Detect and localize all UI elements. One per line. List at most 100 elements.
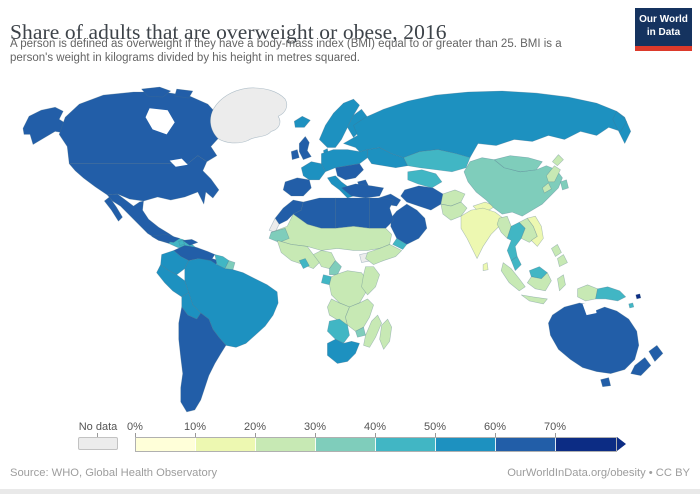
- source-text: Source: WHO, Global Health Observatory: [10, 467, 218, 479]
- country-russia[interactable]: [343, 90, 632, 158]
- legend-tick-label: 60%: [483, 421, 507, 433]
- country-united-kingdom[interactable]: [298, 136, 312, 160]
- country-egypt[interactable]: [369, 197, 394, 229]
- legend-tick: [435, 433, 436, 437]
- country-solomon-islands[interactable]: [628, 302, 635, 309]
- country-malaysia-peninsula[interactable]: [510, 256, 522, 271]
- subtitle-line1: A person is defined as overweight if the…: [10, 38, 562, 50]
- legend-tick: [495, 433, 496, 437]
- country-new-zealand[interactable]: [630, 345, 664, 376]
- legend-tick-label: 50%: [423, 421, 447, 433]
- country-south-africa[interactable]: [327, 338, 360, 364]
- country-madagascar[interactable]: [379, 318, 392, 350]
- hudson-bay: [145, 108, 175, 135]
- country-tasmania[interactable]: [600, 377, 611, 388]
- legend-segment-50-60[interactable]: [436, 438, 496, 451]
- country-haiti[interactable]: [178, 240, 186, 246]
- country-zambia[interactable]: [345, 298, 374, 332]
- country-yemen[interactable]: [392, 238, 408, 250]
- country-namibia-botswana[interactable]: [327, 318, 350, 344]
- country-greenland[interactable]: [210, 87, 288, 144]
- owid-logo-text: Our World in Data: [639, 14, 688, 38]
- caspian-sea: [397, 169, 408, 190]
- country-pakistan[interactable]: [440, 201, 468, 221]
- footer: Source: WHO, Global Health Observatory O…: [10, 467, 690, 479]
- legend-segment-60-70[interactable]: [496, 438, 556, 451]
- no-data-swatch[interactable]: [78, 437, 118, 450]
- country-libya-tunisia[interactable]: [335, 197, 370, 229]
- country-korea[interactable]: [560, 179, 569, 191]
- country-ghana[interactable]: [298, 258, 310, 269]
- country-fiji[interactable]: [635, 293, 642, 300]
- country-kazakhstan[interactable]: [403, 149, 471, 173]
- country-kalimantan[interactable]: [526, 272, 552, 292]
- country-cuba[interactable]: [151, 234, 181, 243]
- country-ireland[interactable]: [290, 149, 300, 160]
- legend-segment-70-plus[interactable]: [556, 438, 616, 451]
- country-mexico[interactable]: [107, 193, 175, 244]
- country-baja-california[interactable]: [104, 196, 123, 222]
- country-kenya-tanzania[interactable]: [361, 266, 380, 296]
- country-united-states[interactable]: [68, 155, 220, 205]
- country-vietnam[interactable]: [526, 215, 544, 247]
- country-mozambique[interactable]: [363, 314, 382, 348]
- country-germany-poland[interactable]: [321, 149, 368, 173]
- page-title: Share of adults that are overweight or o…: [10, 20, 447, 45]
- country-argentina-chile[interactable]: [178, 306, 227, 413]
- gulf-of-carpentaria: [582, 303, 597, 316]
- country-dominican-republic[interactable]: [182, 239, 199, 246]
- owid-logo[interactable]: Our World in Data: [635, 8, 692, 51]
- legend-segment-10-20[interactable]: [196, 438, 256, 451]
- country-japan[interactable]: [542, 154, 564, 194]
- no-data-label: No data: [78, 421, 118, 433]
- great-lakes: [169, 158, 188, 167]
- country-papua-new-guinea[interactable]: [595, 286, 627, 302]
- legend-tick: [135, 433, 136, 437]
- country-canada-arctic-islands[interactable]: [141, 86, 194, 99]
- legend-tick-label: 0%: [127, 421, 143, 433]
- legend-tick-label: 40%: [363, 421, 387, 433]
- country-mongolia[interactable]: [493, 155, 543, 173]
- chart-subtitle: A person is defined as overweight if the…: [10, 37, 610, 65]
- country-turkey[interactable]: [341, 183, 384, 199]
- country-sulawesi[interactable]: [557, 274, 566, 292]
- legend-tick: [375, 433, 376, 437]
- country-central-europe[interactable]: [335, 163, 364, 181]
- country-canada[interactable]: [58, 91, 222, 165]
- world-choropleth-map: [21, 86, 684, 419]
- country-mauritania[interactable]: [268, 227, 290, 243]
- country-cameroon[interactable]: [329, 260, 342, 276]
- legend-tick-label: 10%: [183, 421, 207, 433]
- country-sahel-band[interactable]: [270, 213, 392, 251]
- country-sumatra[interactable]: [500, 262, 526, 292]
- legend-segment-40-50[interactable]: [376, 438, 436, 451]
- country-norway-sweden[interactable]: [319, 98, 360, 148]
- legend-tick: [255, 433, 256, 437]
- legend-tick: [315, 433, 316, 437]
- country-france[interactable]: [300, 161, 326, 181]
- legend-segment-30-40[interactable]: [316, 438, 376, 451]
- bottom-strip: [0, 489, 700, 494]
- country-ethiopia-horn[interactable]: [365, 244, 403, 265]
- footer-link[interactable]: OurWorldInData.org/obesity • CC BY: [507, 467, 690, 479]
- legend-tick: [195, 433, 196, 437]
- country-india[interactable]: [460, 207, 504, 259]
- country-uzbekistan-turkmenistan[interactable]: [407, 169, 443, 189]
- country-sri-lanka[interactable]: [482, 262, 489, 271]
- country-west-papua[interactable]: [577, 284, 598, 302]
- country-java[interactable]: [520, 294, 548, 305]
- legend-tick-label: 20%: [243, 421, 267, 433]
- legend-segment-0-10[interactable]: [136, 438, 196, 451]
- country-saudi-arabia[interactable]: [390, 203, 428, 245]
- country-spain-portugal[interactable]: [282, 177, 312, 197]
- legend-tick: [555, 433, 556, 437]
- black-sea: [366, 171, 390, 182]
- legend-color-bar: [135, 437, 617, 452]
- legend-tick: [97, 433, 98, 437]
- legend-segment-20-30[interactable]: [256, 438, 316, 451]
- owid-logo-red-bar: [635, 46, 692, 51]
- subtitle-line2: person's weight in kilograms divided by …: [10, 52, 360, 64]
- legend-tick-label: 30%: [303, 421, 327, 433]
- country-iceland[interactable]: [293, 115, 311, 128]
- country-philippines[interactable]: [551, 244, 568, 267]
